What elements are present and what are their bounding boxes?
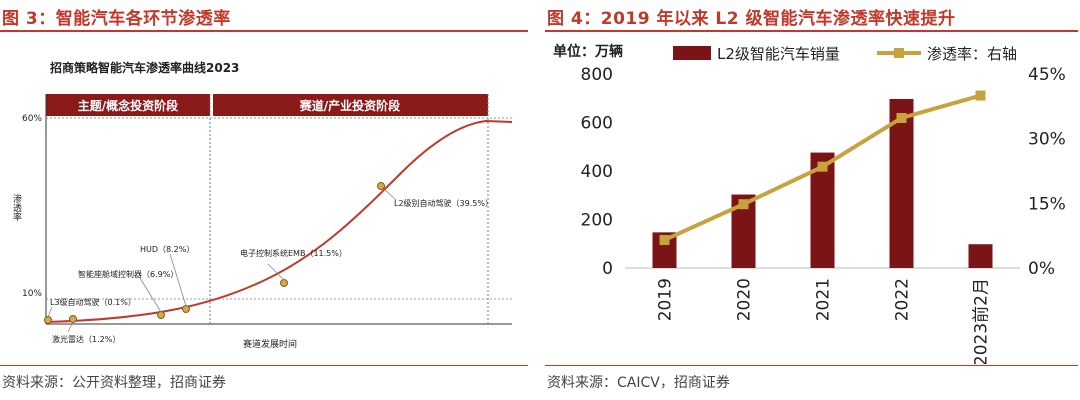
y-left-tick-label: 200 <box>581 211 613 231</box>
figure-4-source-rule <box>545 365 1078 366</box>
x-category-label: 2021 <box>814 278 834 321</box>
label-l2-autonomous: L2级别自动驾驶（39.5%） <box>394 198 493 208</box>
x-category-label: 2022 <box>893 278 913 321</box>
figure-4-source: 资料来源：CAICV，招商证券 <box>547 375 730 391</box>
phase-right-label: 赛道/产业投资阶段 <box>299 98 401 113</box>
phase-left-label: 主题/概念投资阶段 <box>78 98 179 113</box>
y-right-tick-label: 45% <box>1028 65 1066 85</box>
point-cockpit-controller <box>157 311 165 319</box>
sales-bar <box>889 98 914 268</box>
y-axis-label: 渗透率 <box>11 193 22 222</box>
y-left-tick-label: 400 <box>581 162 613 182</box>
y-left-tick-label: 600 <box>581 114 613 134</box>
label-lidar: 激光雷达（1.2%） <box>52 334 120 344</box>
y-tick-60: 60% <box>22 114 42 124</box>
sales-bar <box>968 244 993 268</box>
figure-3-source: 资料来源：公开资料整理，招商证券 <box>2 375 226 391</box>
penetration-marker <box>896 112 907 123</box>
x-category-label: 2023前2月 <box>972 278 992 364</box>
legend-line-label: 渗透率：右轴 <box>927 45 1017 63</box>
y-right-tick-label: 0% <box>1028 259 1055 279</box>
figure-4-panel: 图 4：2019 年以来 L2 级智能汽车渗透率快速提升 单位：万辆 L2级智能… <box>545 0 1080 400</box>
figure-3-panel: 图 3：智能汽车各环节渗透率 招商策略智能汽车渗透率曲线2023 主题/概念投资… <box>0 0 530 400</box>
point-emb <box>280 279 288 287</box>
x-axis-label: 赛道发展时间 <box>243 338 297 350</box>
point-hud <box>182 305 190 313</box>
x-category-label: 2020 <box>735 278 755 321</box>
label-hud: HUD（8.2%） <box>140 245 194 254</box>
penetration-s-curve <box>45 119 513 323</box>
label-cockpit-controller: 智能座舱域控制器（6.9%） <box>78 269 178 279</box>
y-right-tick-label: 15% <box>1028 194 1066 214</box>
x-category-label: 2019 <box>656 278 676 321</box>
y-right-tick-label: 30% <box>1028 130 1066 150</box>
penetration-curve-chart: 招商策略智能汽车渗透率曲线2023 主题/概念投资阶段 赛道/产业投资阶段 60… <box>11 60 513 350</box>
label-emb: 电子控制系统EMB（11.5%） <box>240 248 347 258</box>
unit-label: 单位：万辆 <box>553 43 623 60</box>
phase-band-right <box>213 94 488 116</box>
point-l3-autonomous <box>44 316 52 324</box>
legend-line-marker <box>894 48 904 58</box>
y-left-tick-label: 800 <box>581 65 613 85</box>
phase-band-left <box>46 94 210 116</box>
figure-3-title: 图 3：智能汽车各环节渗透率 <box>2 9 231 29</box>
penetration-marker <box>738 199 749 210</box>
legend-bar-label: L2级智能汽车销量 <box>717 45 840 63</box>
legend-bar-swatch <box>673 46 711 60</box>
l2-sales-chart: 单位：万辆 L2级智能汽车销量 渗透率：右轴 0 200 400 600 800 0% 15… <box>553 43 1066 364</box>
figure-4-title-rule <box>545 30 1078 32</box>
point-l2-autonomous <box>377 182 385 190</box>
y-tick-10: 10% <box>22 289 42 299</box>
y-left-tick-label: 0 <box>602 259 613 279</box>
penetration-marker <box>975 90 986 101</box>
label-l3-autonomous: L3级自动驾驶（0.1%） <box>50 297 136 307</box>
plot-area: 0 200 400 600 800 0% 15% 30% 45% 2019 2020 2021 2022… <box>581 65 1066 364</box>
figure-3-source-rule <box>0 365 528 366</box>
figure-3-title-rule <box>0 30 528 32</box>
figure-4-title: 图 4：2019 年以来 L2 级智能汽车渗透率快速提升 <box>547 9 956 29</box>
point-lidar <box>69 315 77 323</box>
penetration-marker <box>817 161 828 172</box>
penetration-marker <box>659 234 670 245</box>
curve-chart-title: 招商策略智能汽车渗透率曲线2023 <box>50 60 239 75</box>
